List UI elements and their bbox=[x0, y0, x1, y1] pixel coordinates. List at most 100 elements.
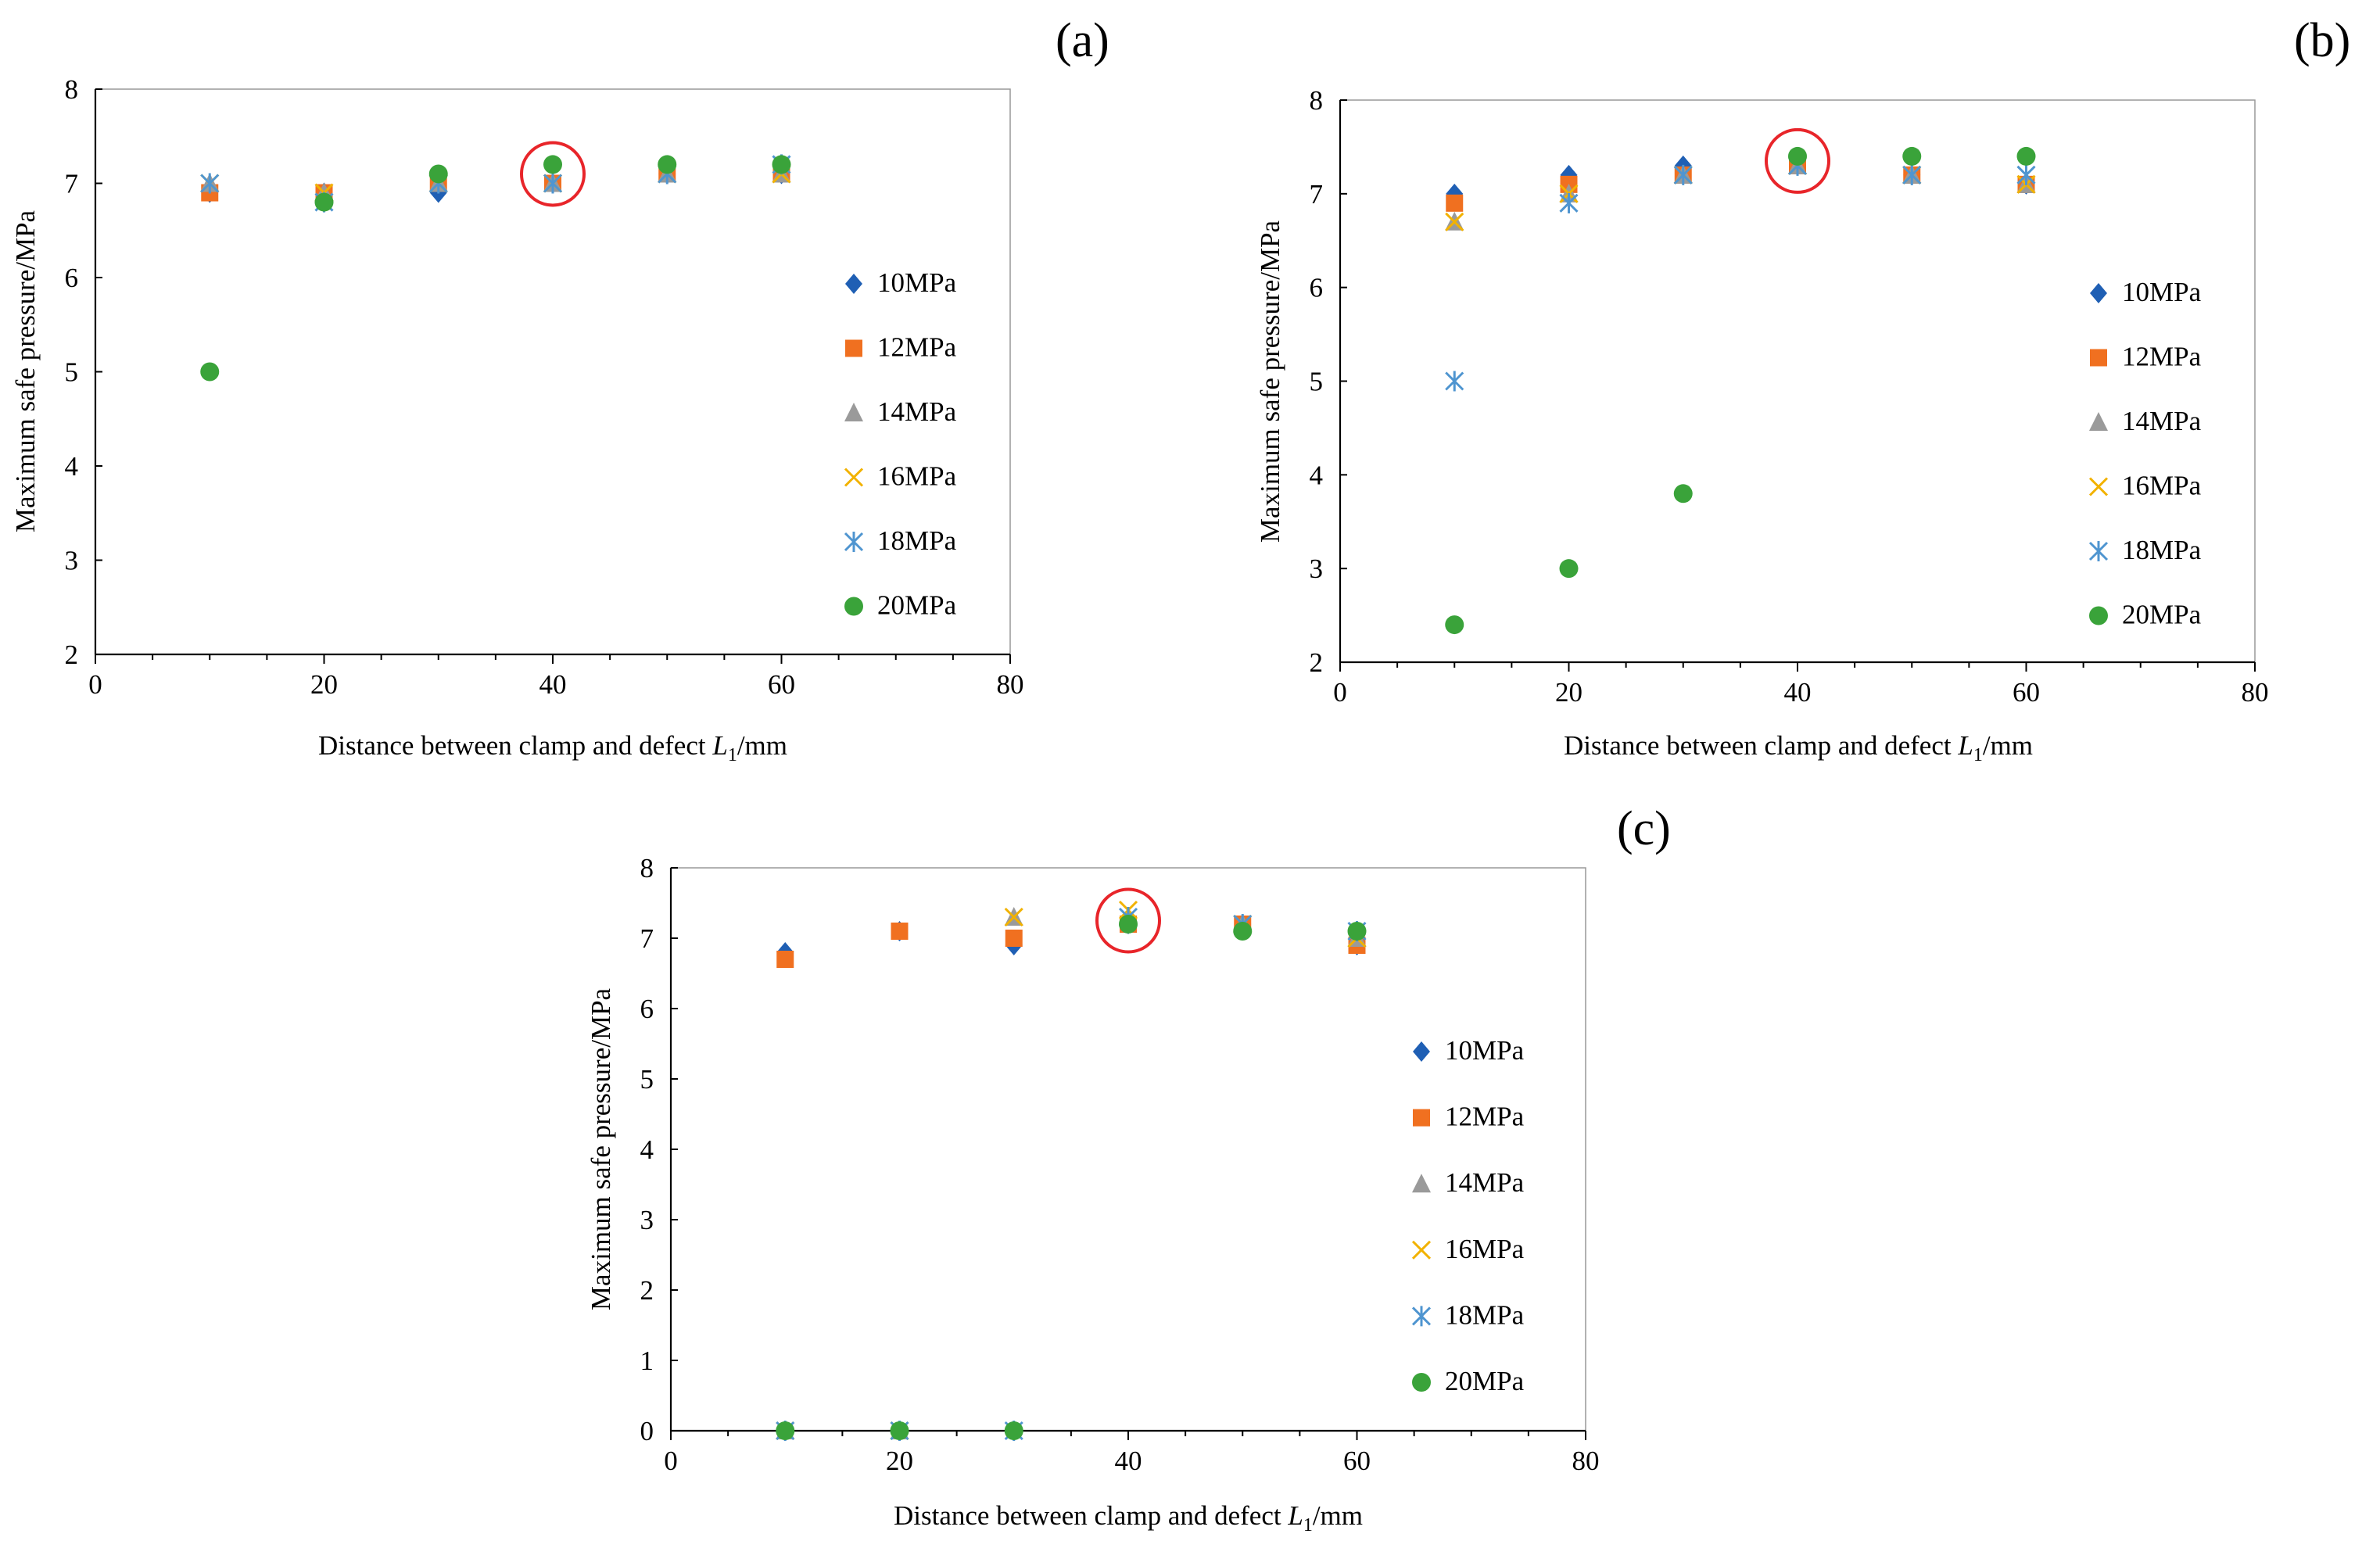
legend-label: 18MPa bbox=[1445, 1299, 1525, 1330]
legend-label: 18MPa bbox=[2122, 535, 2202, 565]
x-tick-label: 20 bbox=[1555, 677, 1582, 708]
legend-label: 12MPa bbox=[2122, 342, 2202, 372]
plot-frame bbox=[1339, 99, 2256, 663]
legend-marker-16MPa bbox=[844, 468, 864, 487]
data-point-20MPa bbox=[1119, 915, 1138, 934]
data-point-20MPa bbox=[1347, 922, 1367, 941]
legend-label: 16MPa bbox=[2122, 471, 2202, 501]
data-point-18MPa bbox=[543, 173, 563, 194]
legend-marker-18MPa bbox=[2088, 541, 2109, 561]
x-tick-label: 80 bbox=[997, 669, 1024, 700]
legend-marker-18MPa bbox=[844, 532, 864, 552]
data-point-10MPa bbox=[1446, 183, 1464, 204]
data-point-20MPa bbox=[543, 155, 562, 174]
legend-marker-18MPa bbox=[1411, 1306, 1432, 1327]
y-tick-label: 8 bbox=[1310, 85, 1324, 116]
data-point-20MPa bbox=[428, 164, 448, 184]
legend-label: 12MPa bbox=[877, 332, 957, 363]
data-point-18MPa bbox=[1445, 371, 1464, 392]
y-axis-title: Maximum safe pressure/MPa bbox=[586, 987, 616, 1310]
y-tick-label: 0 bbox=[640, 1416, 654, 1446]
legend-marker-12MPa bbox=[2090, 349, 2107, 367]
y-tick-label: 4 bbox=[65, 451, 79, 482]
legend-marker-20MPa bbox=[1412, 1373, 1431, 1392]
legend-label: 20MPa bbox=[877, 590, 957, 621]
x-axis-title: Distance between clamp and defect L1/mm bbox=[894, 1500, 1363, 1536]
data-point-16MPa bbox=[1004, 907, 1023, 927]
data-point-20MPa bbox=[1902, 146, 1922, 166]
y-tick-label: 6 bbox=[1310, 273, 1324, 303]
x-tick-label: 60 bbox=[2013, 677, 2040, 708]
x-tick-label: 80 bbox=[1572, 1446, 1600, 1476]
data-point-20MPa bbox=[1559, 559, 1579, 579]
legend-label: 20MPa bbox=[1445, 1366, 1525, 1396]
data-point-20MPa bbox=[200, 362, 220, 382]
y-tick-label: 7 bbox=[640, 923, 654, 954]
data-point-20MPa bbox=[1445, 615, 1464, 635]
y-tick-label: 3 bbox=[65, 546, 79, 576]
legend-marker-20MPa bbox=[844, 597, 863, 616]
data-points bbox=[200, 154, 791, 382]
legend-marker-16MPa bbox=[2088, 477, 2109, 496]
x-tick-label: 80 bbox=[2242, 677, 2269, 708]
x-tick-label: 60 bbox=[768, 669, 795, 700]
data-point-20MPa bbox=[314, 192, 334, 212]
legend-label: 10MPa bbox=[2122, 277, 2202, 307]
data-points bbox=[1445, 146, 2036, 635]
x-tick-label: 20 bbox=[886, 1446, 913, 1476]
highlight-circle bbox=[1765, 127, 1830, 194]
data-point-20MPa bbox=[776, 1421, 795, 1440]
y-tick-label: 3 bbox=[640, 1205, 654, 1235]
data-point-18MPa bbox=[1559, 192, 1579, 213]
y-tick-label: 2 bbox=[640, 1275, 654, 1306]
legend-label: 14MPa bbox=[1445, 1167, 1525, 1198]
y-tick-label: 2 bbox=[65, 640, 79, 670]
legend-label: 16MPa bbox=[877, 461, 957, 492]
data-point-12MPa bbox=[891, 923, 909, 940]
x-tick-label: 0 bbox=[1333, 677, 1347, 708]
x-axis-title: Distance between clamp and defect L1/mm bbox=[1564, 730, 2033, 765]
data-point-20MPa bbox=[890, 1421, 909, 1440]
y-tick-label: 6 bbox=[65, 263, 79, 293]
y-tick-label: 3 bbox=[1310, 554, 1324, 584]
x-tick-label: 40 bbox=[1784, 677, 1812, 708]
data-point-20MPa bbox=[1673, 484, 1693, 504]
legend-label: 14MPa bbox=[877, 396, 957, 427]
y-tick-label: 6 bbox=[640, 994, 654, 1024]
highlight-circle bbox=[520, 141, 586, 207]
y-axis-title: Maximum safe pressure/MPa bbox=[10, 210, 41, 532]
data-point-12MPa bbox=[1446, 194, 1464, 212]
legend-marker-14MPa bbox=[844, 403, 863, 421]
highlight-circle bbox=[1095, 887, 1161, 954]
legend: 10MPa 12MPa 14MPa 16MPa 18MPa 20MPa bbox=[2088, 277, 2202, 630]
legend-marker-12MPa bbox=[1413, 1109, 1430, 1127]
legend-marker-20MPa bbox=[2089, 606, 2108, 625]
legend-marker-10MPa bbox=[1413, 1041, 1430, 1062]
y-tick-label: 5 bbox=[640, 1064, 654, 1095]
legend-label: 16MPa bbox=[1445, 1234, 1525, 1264]
legend-marker-14MPa bbox=[1412, 1174, 1431, 1193]
legend-label: 18MPa bbox=[877, 525, 957, 556]
x-tick-label: 0 bbox=[88, 669, 102, 700]
data-point-18MPa bbox=[2016, 164, 2036, 185]
legend-marker-12MPa bbox=[845, 339, 862, 357]
data-point-20MPa bbox=[1004, 1421, 1023, 1440]
legend-marker-16MPa bbox=[1411, 1240, 1432, 1260]
panel-label: (c) bbox=[1617, 802, 1671, 855]
x-tick-label: 60 bbox=[1343, 1446, 1371, 1476]
x-tick-label: 20 bbox=[310, 669, 338, 700]
legend-label: 10MPa bbox=[877, 267, 957, 298]
data-point-20MPa bbox=[1788, 146, 1807, 166]
data-point-18MPa bbox=[1673, 164, 1693, 185]
data-point-12MPa bbox=[776, 951, 794, 968]
x-axis-title: Distance between clamp and defect L1/mm bbox=[318, 730, 787, 765]
legend-marker-14MPa bbox=[2089, 412, 2108, 431]
legend: 10MPa 12MPa 14MPa 16MPa 18MPa 20MPa bbox=[844, 267, 957, 621]
panel-label: (a) bbox=[1056, 14, 1109, 67]
